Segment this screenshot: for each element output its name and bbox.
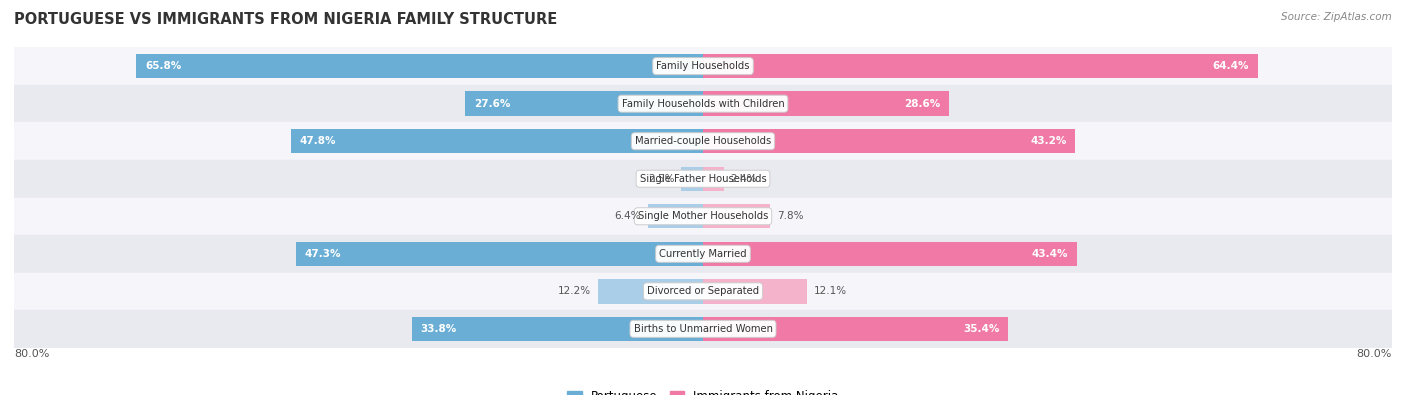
Bar — [703, 167, 724, 191]
Text: Family Households: Family Households — [657, 61, 749, 71]
Bar — [703, 242, 1077, 266]
Bar — [14, 198, 1392, 235]
Bar — [291, 129, 703, 153]
Bar — [703, 317, 1008, 341]
Bar — [703, 279, 807, 303]
Text: 80.0%: 80.0% — [14, 350, 49, 359]
Text: Divorced or Separated: Divorced or Separated — [647, 286, 759, 296]
Bar — [136, 54, 703, 78]
Text: 65.8%: 65.8% — [145, 61, 181, 71]
Bar — [14, 85, 1392, 122]
Bar — [703, 204, 770, 228]
Text: 6.4%: 6.4% — [614, 211, 641, 221]
Text: 64.4%: 64.4% — [1212, 61, 1249, 71]
Text: 43.2%: 43.2% — [1031, 136, 1066, 146]
Bar — [14, 310, 1392, 348]
Legend: Portuguese, Immigrants from Nigeria: Portuguese, Immigrants from Nigeria — [562, 385, 844, 395]
Bar — [412, 317, 703, 341]
Text: Births to Unmarried Women: Births to Unmarried Women — [634, 324, 772, 334]
Text: 12.1%: 12.1% — [814, 286, 848, 296]
Bar — [703, 54, 1257, 78]
Bar — [14, 47, 1392, 85]
Text: 47.8%: 47.8% — [299, 136, 336, 146]
Text: 2.4%: 2.4% — [731, 174, 756, 184]
Text: 7.8%: 7.8% — [778, 211, 804, 221]
Text: 80.0%: 80.0% — [1357, 350, 1392, 359]
Text: 12.2%: 12.2% — [558, 286, 591, 296]
Text: Single Father Households: Single Father Households — [640, 174, 766, 184]
Bar — [703, 129, 1076, 153]
Bar — [14, 160, 1392, 198]
Text: Family Households with Children: Family Households with Children — [621, 99, 785, 109]
Bar — [14, 235, 1392, 273]
Text: Single Mother Households: Single Mother Households — [638, 211, 768, 221]
Text: 28.6%: 28.6% — [904, 99, 941, 109]
Bar — [703, 92, 949, 116]
Text: PORTUGUESE VS IMMIGRANTS FROM NIGERIA FAMILY STRUCTURE: PORTUGUESE VS IMMIGRANTS FROM NIGERIA FA… — [14, 12, 557, 27]
Text: 35.4%: 35.4% — [963, 324, 1000, 334]
Bar — [295, 242, 703, 266]
Text: Married-couple Households: Married-couple Households — [636, 136, 770, 146]
Text: 33.8%: 33.8% — [420, 324, 457, 334]
Bar — [648, 204, 703, 228]
Text: 43.4%: 43.4% — [1032, 249, 1069, 259]
Bar — [682, 167, 703, 191]
Text: Currently Married: Currently Married — [659, 249, 747, 259]
Text: 27.6%: 27.6% — [474, 99, 510, 109]
Bar — [14, 122, 1392, 160]
Bar — [14, 273, 1392, 310]
Text: 47.3%: 47.3% — [304, 249, 340, 259]
Bar — [465, 92, 703, 116]
Text: Source: ZipAtlas.com: Source: ZipAtlas.com — [1281, 12, 1392, 22]
Text: 2.5%: 2.5% — [648, 174, 675, 184]
Bar — [598, 279, 703, 303]
